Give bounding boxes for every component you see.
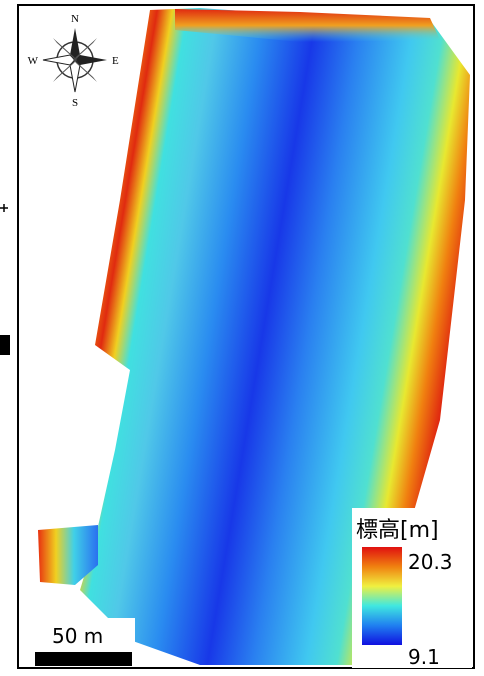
legend-title: 標高[m]	[356, 518, 439, 543]
scale-bar-rect	[35, 652, 132, 666]
map: N E S W 標高[m] 20.3 9.1 50 m	[0, 0, 484, 676]
compass-south: S	[72, 97, 78, 109]
page: N E S W 標高[m] 20.3 9.1 50 m (() => { con…	[0, 0, 484, 676]
scale-label: 50 m	[52, 624, 103, 648]
compass-west: W	[28, 55, 39, 67]
scale-bar: 50 m	[35, 618, 135, 666]
edge-mark	[0, 204, 8, 212]
legend: 標高[m] 20.3 9.1	[352, 508, 472, 669]
edge-mark	[0, 335, 10, 355]
legend-min: 9.1	[408, 645, 440, 669]
legend-max: 20.3	[408, 550, 453, 574]
compass-north: N	[71, 13, 79, 25]
compass-east: E	[112, 55, 119, 67]
legend-color-bar	[362, 547, 402, 645]
